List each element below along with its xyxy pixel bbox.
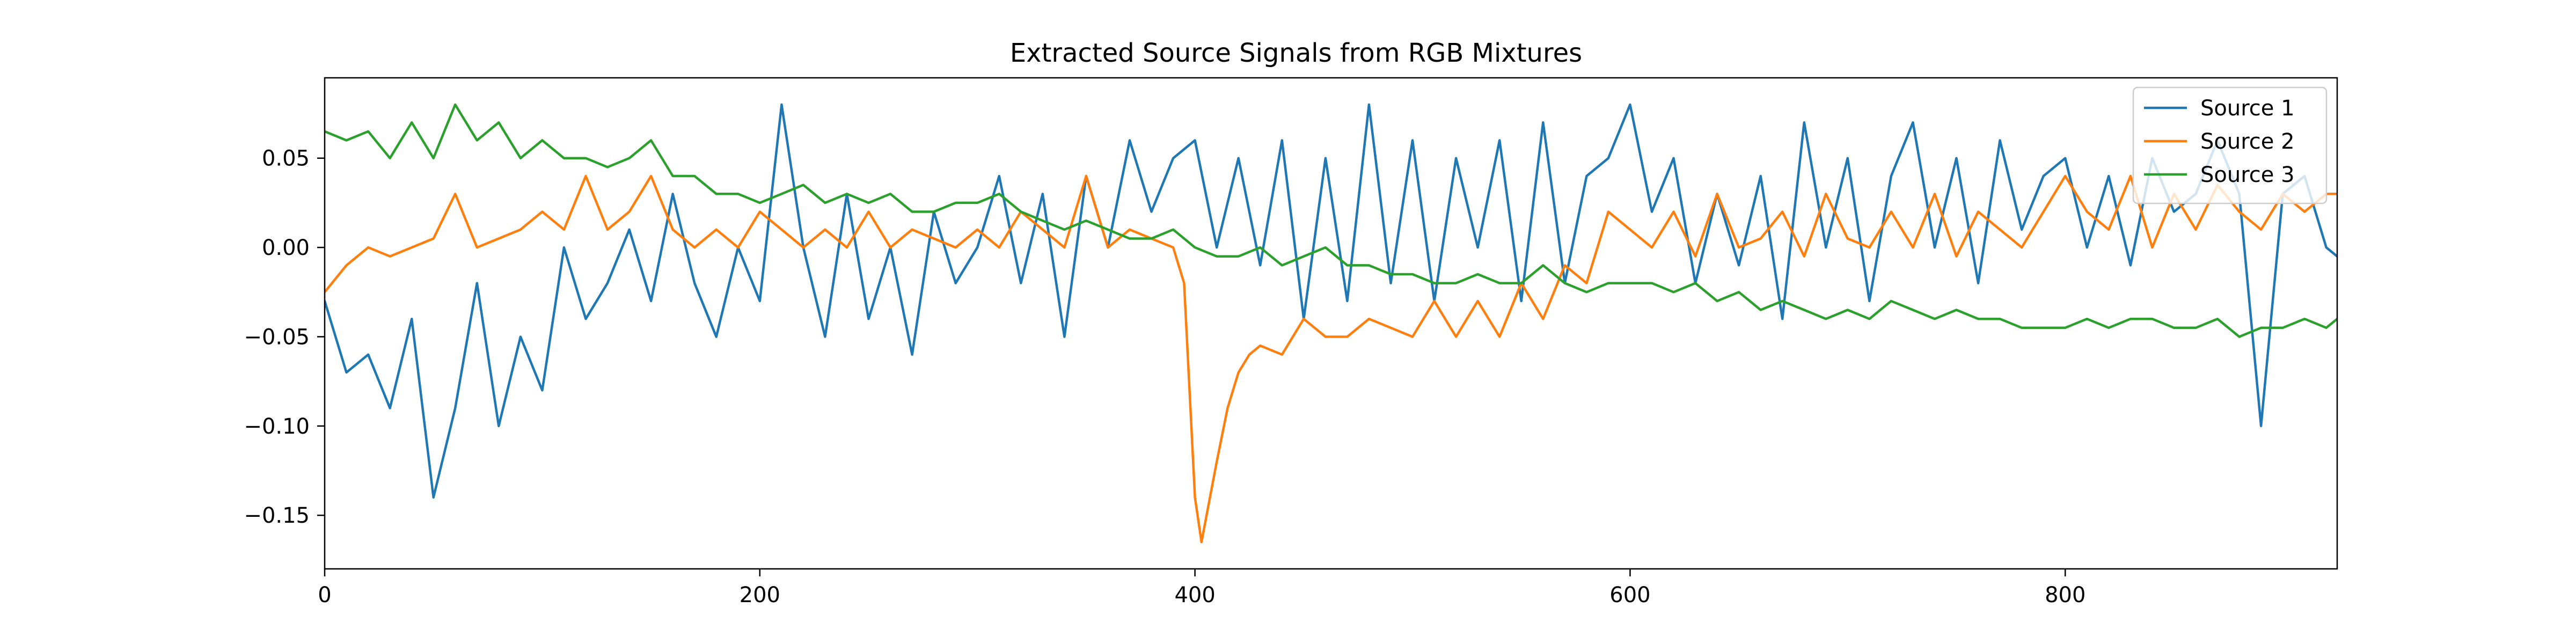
legend-item-source-1: Source 1	[2144, 96, 2295, 121]
x-tick-label: 200	[740, 583, 780, 608]
x-tick-label: 800	[2045, 583, 2085, 608]
legend-label: Source 2	[2200, 129, 2295, 154]
plot-frame	[324, 77, 2338, 570]
legend-label: Source 1	[2200, 96, 2295, 121]
y-axis: 0.05 0.00 −0.05 −0.10 −0.15	[244, 147, 325, 528]
legend-item-source-3: Source 3	[2144, 163, 2295, 187]
y-tick-label: −0.05	[244, 325, 310, 349]
series-line-source-2	[325, 174, 2337, 544]
legend-label: Source 3	[2200, 163, 2295, 187]
x-tick-label: 600	[1609, 583, 1650, 608]
y-tick-label: 0.00	[262, 236, 310, 260]
legend: Source 1 Source 2 Source 3	[2132, 86, 2328, 204]
series-line-source-3	[325, 103, 2337, 338]
y-tick-label: 0.05	[262, 147, 310, 171]
x-tick-label: 400	[1174, 583, 1215, 608]
series-line-source-1	[325, 103, 2337, 499]
series-layer	[325, 103, 2337, 544]
legend-item-source-2: Source 2	[2144, 129, 2295, 154]
y-tick-label: −0.10	[244, 414, 310, 439]
x-axis: 0 200 400 600 800	[318, 569, 2085, 608]
y-tick-label: −0.15	[244, 503, 310, 528]
x-tick-label: 0	[318, 583, 331, 608]
chart-title: Extracted Source Signals from RGB Mixtur…	[1010, 38, 1582, 68]
